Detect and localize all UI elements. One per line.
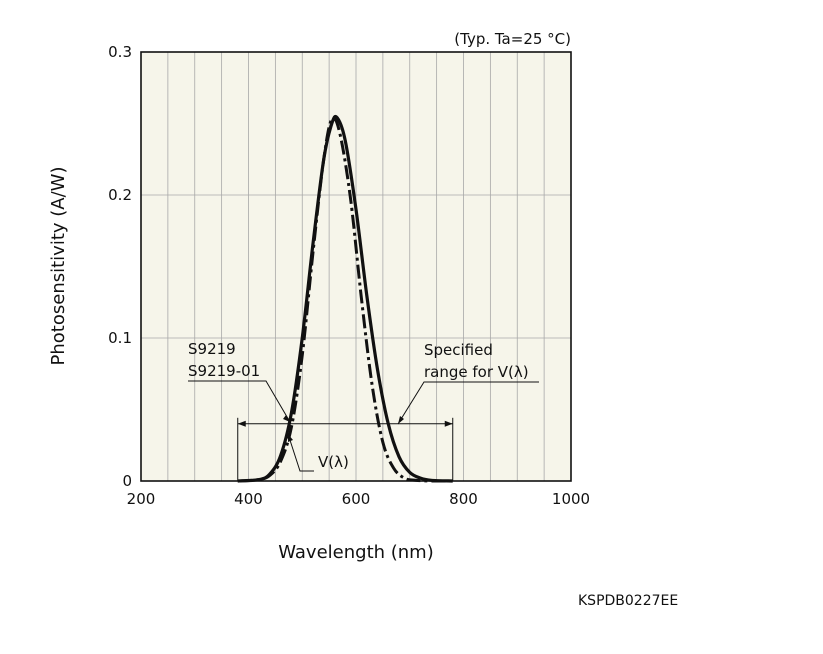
plot-frame bbox=[140, 51, 572, 482]
x-tick-label: 800 bbox=[449, 490, 478, 508]
device-label-s9219: S9219 bbox=[188, 340, 236, 358]
x-tick-label: 200 bbox=[127, 490, 156, 508]
y-tick-label: 0 bbox=[122, 472, 132, 490]
device-leader-line bbox=[188, 380, 291, 423]
range-annotation bbox=[237, 417, 454, 481]
series-layer bbox=[237, 114, 453, 483]
condition-label: (Typ. Ta=25 °C) bbox=[454, 30, 571, 48]
range-leader-arrowhead bbox=[398, 416, 404, 424]
y-tick-label: 0.3 bbox=[108, 43, 132, 61]
x-tick-labels: 200 400 600 800 1000 bbox=[127, 490, 590, 508]
annotation-leaders bbox=[188, 380, 539, 472]
x-tick-label: 1000 bbox=[552, 490, 590, 508]
y-tick-label: 0.1 bbox=[108, 329, 132, 347]
vlambda-leader-arrowhead bbox=[288, 434, 293, 442]
series-line-s9219 bbox=[237, 114, 453, 483]
range-label-line1: Specified bbox=[424, 341, 493, 359]
x-axis-title: Wavelength (nm) bbox=[278, 542, 434, 563]
range-arrowhead-left bbox=[237, 420, 246, 427]
range-arrowhead-right bbox=[444, 420, 453, 427]
x-tick-label: 600 bbox=[342, 490, 371, 508]
vlambda-label: V(λ) bbox=[318, 453, 349, 471]
vlambda-leader-line bbox=[287, 433, 314, 472]
document-code: KSPDB0227EE bbox=[578, 593, 678, 609]
y-tick-labels: 0 0.1 0.2 0.3 bbox=[108, 43, 132, 490]
x-tick-label: 400 bbox=[234, 490, 263, 508]
range-leader-line bbox=[397, 381, 539, 425]
series-line-vlambda bbox=[237, 116, 453, 483]
y-tick-label: 0.2 bbox=[108, 186, 132, 204]
grid-lines bbox=[141, 52, 571, 481]
device-leader-arrowhead bbox=[283, 415, 290, 422]
y-axis-title: Photosensitivity (A/W) bbox=[48, 167, 69, 366]
range-label-line2: range for V(λ) bbox=[424, 363, 529, 381]
device-label-s9219-01: S9219-01 bbox=[188, 362, 260, 380]
